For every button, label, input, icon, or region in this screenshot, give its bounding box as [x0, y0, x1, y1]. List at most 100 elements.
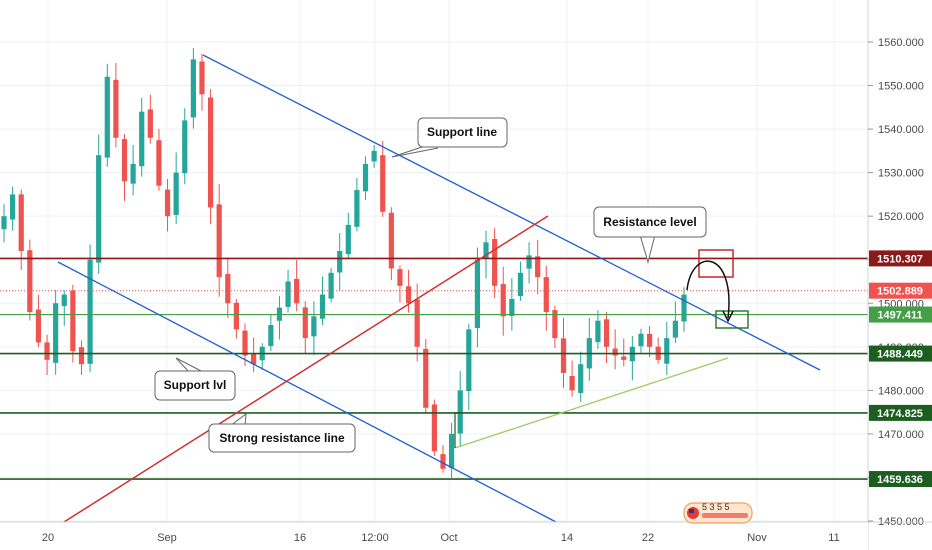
- candle-body: [492, 238, 498, 286]
- rising-support-line[interactable]: [454, 357, 729, 449]
- time-tick-label: Oct: [440, 532, 457, 544]
- candle-body: [371, 150, 377, 162]
- grid: [0, 0, 868, 522]
- candle-body: [362, 163, 369, 192]
- candle-body: [121, 139, 128, 182]
- flag-logo-icon: 5 3 5 5: [683, 502, 753, 524]
- candle-body: [569, 375, 575, 391]
- candle-body: [61, 294, 67, 307]
- callout-resistance-level-box[interactable]: [593, 206, 707, 238]
- projection-arrow: [686, 260, 730, 319]
- callout-support-line-text: Support line: [427, 125, 497, 139]
- price-tag: [869, 404, 932, 421]
- price-tag-label: 1510.307: [877, 253, 923, 265]
- price-tick-label: 1560.000: [878, 37, 924, 49]
- price-level-tags: 1510.307 1502.889 1497.411 1488.449 1474.825…: [869, 250, 932, 488]
- candle-body: [190, 59, 196, 118]
- candle-body: [251, 353, 257, 365]
- time-tick-label: Nov: [747, 532, 767, 544]
- callout-support-lvl-box[interactable]: [154, 370, 236, 401]
- price-tick-label: 1520.000: [878, 211, 924, 223]
- time-tick-label: 11: [828, 532, 839, 544]
- candle-body: [526, 255, 532, 269]
- candle-body: [18, 194, 24, 252]
- candle-body: [509, 298, 515, 316]
- time-tick-label: 14: [561, 532, 573, 544]
- candle-body: [268, 325, 274, 347]
- candle-body: [104, 76, 110, 158]
- callout-support-lvl-pointer: [175, 357, 206, 374]
- candle-body: [53, 303, 59, 363]
- candle-body: [242, 330, 248, 356]
- candle-body: [294, 278, 300, 304]
- candle-body: [173, 172, 179, 215]
- candle-body: [405, 286, 412, 304]
- price-tick-label: 1540.000: [878, 124, 924, 136]
- candle-body: [164, 189, 171, 217]
- candle-body: [431, 404, 437, 452]
- price-tag-label: 1459.636: [877, 474, 923, 486]
- price-tick-label: 1530.000: [878, 168, 924, 180]
- callout-strong-resistance-pointer: [229, 412, 247, 427]
- callout-support-lvl-text: Support lvl: [164, 378, 227, 392]
- candle-body: [517, 272, 524, 297]
- candle-body: [474, 259, 481, 328]
- candle-body: [1, 216, 7, 230]
- logo-text: 5 3 5 5: [702, 502, 730, 512]
- candle-body: [285, 281, 291, 307]
- candle-body: [216, 204, 222, 278]
- candle-body: [440, 454, 446, 469]
- price-tag: [869, 471, 932, 488]
- price-tick-label: 1470.000: [878, 429, 924, 441]
- candle-body: [233, 302, 240, 330]
- candle-body: [345, 224, 351, 255]
- candle-body: [311, 316, 317, 337]
- time-tick-label: Sep: [157, 532, 177, 544]
- support-target-box[interactable]: [715, 310, 749, 329]
- candle-body: [354, 190, 360, 227]
- time-tick-label: 16: [294, 532, 306, 544]
- candle-body: [560, 338, 567, 373]
- candle-body: [414, 299, 420, 347]
- horizontal-levels: [0, 257, 868, 480]
- price-tag: [869, 345, 932, 362]
- callout-support-line-box[interactable]: [417, 117, 508, 148]
- price-tag: [869, 250, 932, 267]
- candle-body: [457, 390, 463, 434]
- candle-body: [483, 242, 489, 259]
- callout-resistance-level-pointer: [639, 234, 656, 264]
- candle-body: [664, 338, 670, 364]
- candle-body: [388, 212, 394, 269]
- candle-body: [35, 309, 42, 343]
- candle-body: [113, 79, 119, 138]
- candle-body: [10, 194, 16, 220]
- candle-body: [423, 348, 429, 408]
- price-tag-label: 1474.825: [877, 408, 923, 420]
- price-tick-label: 1550.000: [878, 81, 924, 93]
- candle-body: [578, 364, 584, 393]
- callouts: Support line Resistance level Support lv…: [154, 117, 707, 453]
- price-tag-label: 1488.449: [877, 349, 923, 361]
- price-tag-label: 1502.889: [877, 286, 923, 298]
- descending-trend-line-lower[interactable]: [57, 261, 557, 523]
- price-tag: [869, 306, 932, 323]
- candle-body: [603, 319, 610, 347]
- candle-body: [70, 290, 76, 352]
- descending-trend-line-upper[interactable]: [202, 54, 821, 371]
- candle-body: [27, 250, 33, 312]
- callout-strong-resistance-box[interactable]: [208, 423, 356, 453]
- candle-body: [612, 348, 618, 356]
- candle-body: [337, 251, 343, 273]
- candle-body: [552, 310, 558, 339]
- strong-resistance-line[interactable]: [63, 215, 549, 523]
- candle-body: [681, 294, 687, 322]
- callout-resistance-level-text: Resistance level: [603, 215, 696, 229]
- candle-body: [319, 294, 326, 319]
- price-tag-label: 1497.411: [877, 310, 922, 322]
- time-axis[interactable]: [0, 522, 868, 550]
- candle-body: [78, 347, 85, 365]
- time-tick-label: 20: [42, 532, 54, 544]
- candle-body: [672, 320, 678, 338]
